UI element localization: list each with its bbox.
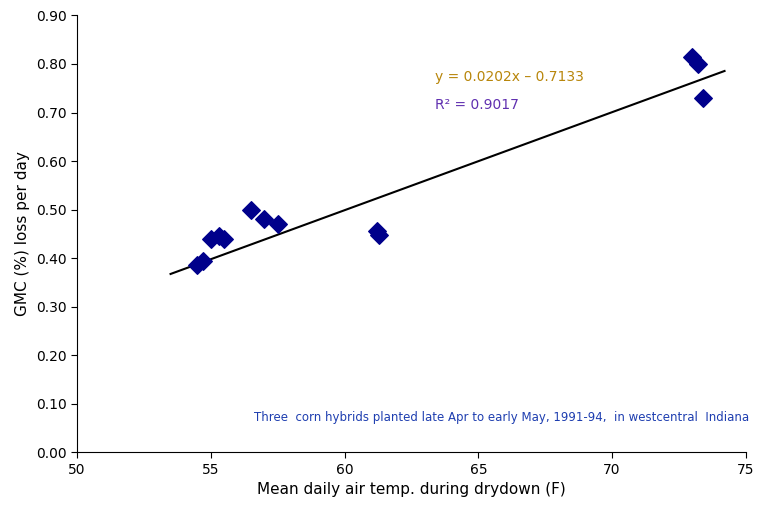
Point	[258, 215, 271, 224]
Point	[686, 52, 698, 61]
Point	[371, 227, 383, 235]
Text: R² = 0.9017: R² = 0.9017	[434, 99, 519, 113]
Point	[245, 206, 257, 214]
Point	[191, 261, 204, 269]
Point	[697, 94, 709, 102]
Y-axis label: GMC (%) loss per day: GMC (%) loss per day	[15, 152, 30, 316]
Point	[691, 60, 704, 68]
Text: y = 0.0202x – 0.7133: y = 0.0202x – 0.7133	[434, 70, 584, 84]
Point	[212, 232, 225, 241]
Text: Three  corn hybrids planted late Apr to early May, 1991-94,  in westcentral  Ind: Three corn hybrids planted late Apr to e…	[255, 411, 749, 424]
Point	[218, 234, 230, 243]
Point	[373, 231, 385, 239]
Point	[205, 234, 217, 243]
Point	[271, 220, 284, 228]
X-axis label: Mean daily air temp. during drydown (F): Mean daily air temp. during drydown (F)	[257, 482, 566, 497]
Point	[197, 256, 209, 265]
